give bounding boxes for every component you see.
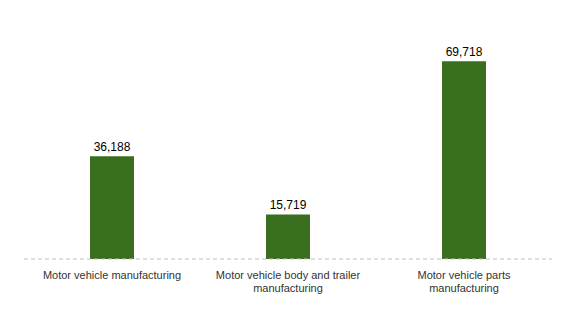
svg-text:Motor vehicle manufacturing: Motor vehicle manufacturing — [43, 269, 181, 281]
svg-text:Motor vehicle body and trailer: Motor vehicle body and trailermanufactur… — [216, 269, 361, 294]
svg-text:Motor vehicle partsmanufacturi: Motor vehicle partsmanufacturing — [418, 269, 511, 294]
svg-text:69,718: 69,718 — [446, 45, 483, 59]
svg-text:15,719: 15,719 — [270, 198, 307, 212]
svg-text:36,188: 36,188 — [94, 140, 131, 154]
